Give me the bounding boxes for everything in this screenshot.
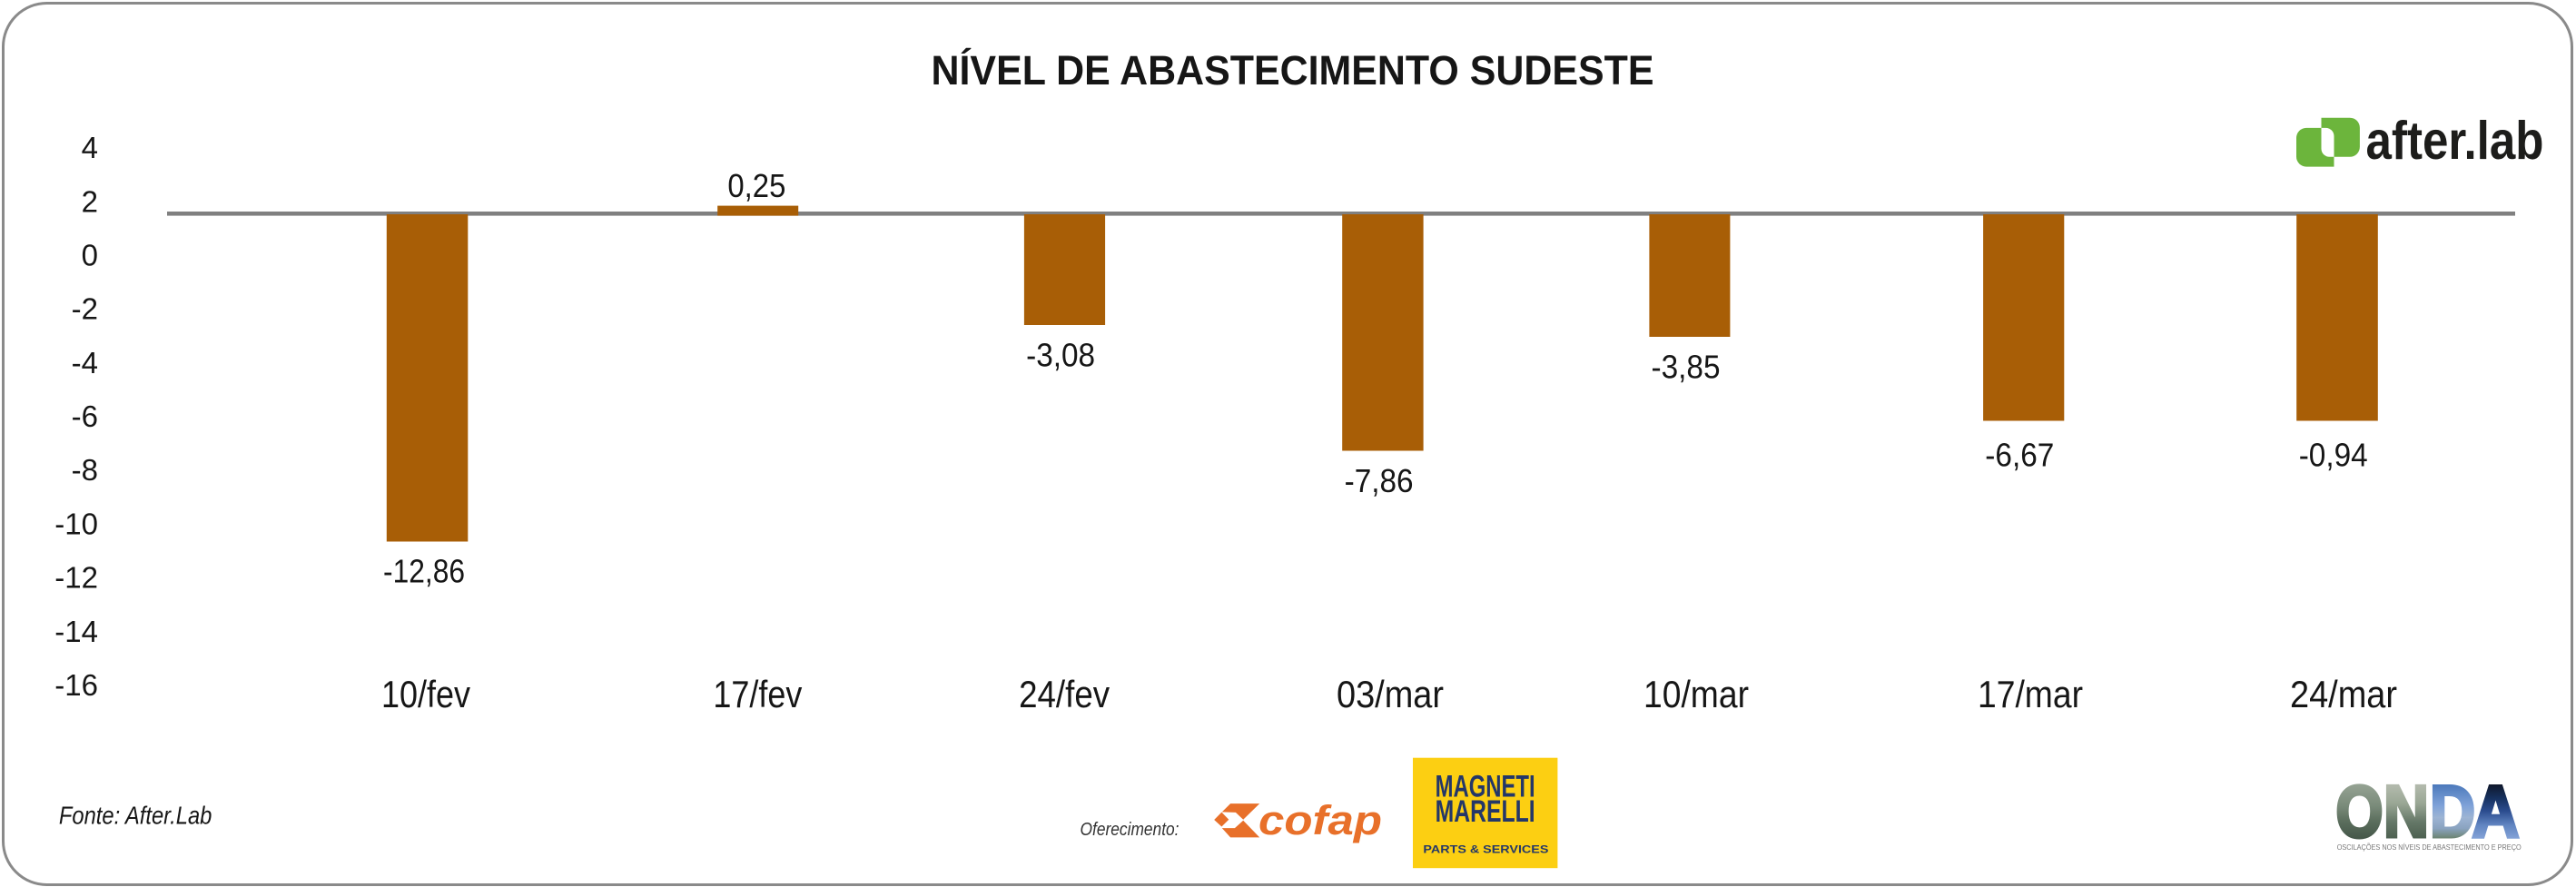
svg-text:-6,67: -6,67 bbox=[1985, 437, 2054, 474]
svg-text:Oferecimento:: Oferecimento: bbox=[1081, 820, 1179, 840]
svg-text:PARTS & SERVICES: PARTS & SERVICES bbox=[1423, 843, 1548, 856]
svg-text:-16: -16 bbox=[54, 668, 98, 702]
svg-text:-2: -2 bbox=[72, 292, 98, 326]
svg-text:2: 2 bbox=[82, 184, 98, 218]
svg-text:O: O bbox=[2336, 772, 2384, 853]
svg-text:17/mar: 17/mar bbox=[1978, 673, 2083, 715]
svg-text:0: 0 bbox=[82, 239, 98, 272]
svg-text:-10: -10 bbox=[54, 507, 98, 540]
svg-text:N: N bbox=[2384, 772, 2429, 853]
svg-text:10/fev: 10/fev bbox=[381, 673, 470, 715]
svg-text:-3,85: -3,85 bbox=[1652, 349, 1721, 386]
svg-text:-7,86: -7,86 bbox=[1345, 462, 1414, 499]
svg-text:-12,86: -12,86 bbox=[383, 553, 465, 590]
svg-text:OSCILAÇÕES NOS NÍVEIS DE ABAST: OSCILAÇÕES NOS NÍVEIS DE ABASTECIMENTO E… bbox=[2337, 843, 2522, 852]
svg-text:-6: -6 bbox=[72, 399, 98, 433]
svg-text:0,25: 0,25 bbox=[727, 167, 785, 204]
svg-text:4: 4 bbox=[82, 131, 98, 164]
svg-text:Fonte: After.Lab: Fonte: After.Lab bbox=[59, 801, 212, 829]
svg-text:03/mar: 03/mar bbox=[1337, 673, 1444, 715]
svg-text:A: A bbox=[2472, 772, 2520, 853]
svg-text:-12: -12 bbox=[54, 561, 98, 595]
svg-text:D: D bbox=[2430, 772, 2475, 853]
svg-text:after.lab: after.lab bbox=[2366, 111, 2544, 171]
svg-text:-0,94: -0,94 bbox=[2299, 437, 2368, 474]
svg-text:24/fev: 24/fev bbox=[1019, 673, 1110, 715]
svg-text:MARELLI: MARELLI bbox=[1436, 794, 1535, 829]
svg-text:-8: -8 bbox=[72, 453, 98, 487]
svg-text:10/mar: 10/mar bbox=[1643, 673, 1749, 715]
svg-text:-3,08: -3,08 bbox=[1026, 336, 1095, 373]
svg-text:NÍVEL DE ABASTECIMENTO SUDESTE: NÍVEL DE ABASTECIMENTO SUDESTE bbox=[932, 47, 1654, 94]
svg-text:-4: -4 bbox=[72, 346, 98, 379]
svg-text:24/mar: 24/mar bbox=[2290, 673, 2397, 715]
svg-text:17/fev: 17/fev bbox=[713, 673, 802, 715]
svg-text:MAGNETI: MAGNETI bbox=[1436, 769, 1535, 803]
svg-text:cofap: cofap bbox=[1258, 797, 1382, 843]
svg-text:-14: -14 bbox=[54, 615, 98, 648]
